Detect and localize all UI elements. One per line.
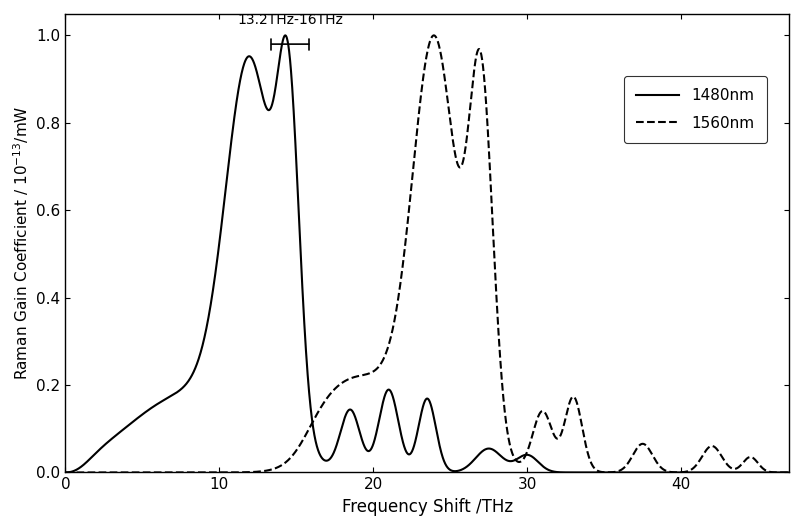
1560nm	[692, 461, 702, 467]
Line: 1560nm: 1560nm	[66, 35, 789, 473]
1560nm	[143, 470, 153, 476]
X-axis label: Frequency Shift /THz: Frequency Shift /THz	[342, 498, 513, 516]
1480nm	[692, 470, 702, 476]
1560nm	[370, 368, 379, 374]
1480nm	[338, 419, 348, 426]
Line: 1480nm: 1480nm	[66, 35, 789, 473]
Y-axis label: Raman Gain Coefficient / $10^{-13}$/mW: Raman Gain Coefficient / $10^{-13}$/mW	[11, 106, 31, 380]
1480nm	[281, 32, 290, 38]
Text: 13.2THz-16THz: 13.2THz-16THz	[238, 13, 343, 27]
1560nm	[186, 470, 196, 476]
1480nm	[186, 374, 196, 380]
1480nm	[770, 470, 780, 476]
1560nm	[61, 470, 70, 476]
Legend: 1480nm, 1560nm: 1480nm, 1560nm	[624, 76, 766, 143]
1480nm	[61, 470, 70, 476]
1560nm	[784, 470, 794, 476]
1480nm	[784, 470, 794, 476]
1480nm	[370, 437, 379, 443]
1560nm	[429, 32, 438, 38]
1480nm	[143, 407, 153, 414]
1560nm	[770, 469, 780, 475]
1560nm	[338, 379, 348, 385]
